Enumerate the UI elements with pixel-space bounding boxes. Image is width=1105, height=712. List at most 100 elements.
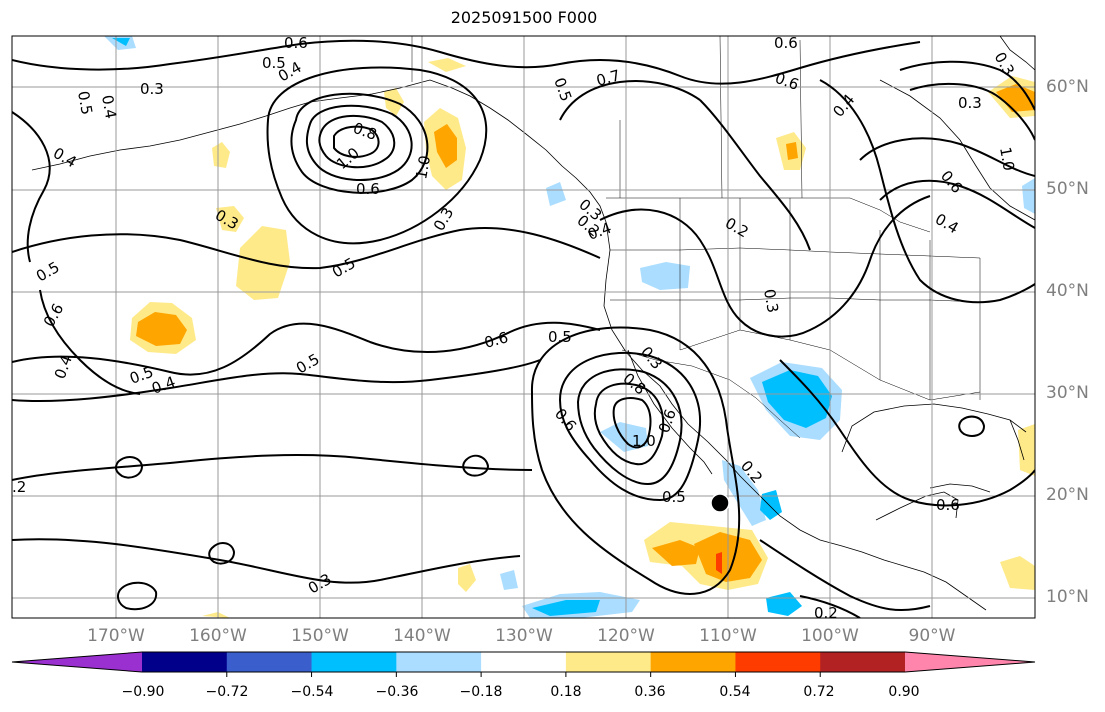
lon-label-90w: 90°W <box>908 626 956 646</box>
colorbar-tick-label: −0.18 <box>459 684 503 700</box>
contour-ring-w4 <box>333 125 380 158</box>
lat-label-30n: 30°N <box>1046 383 1089 403</box>
shade-strong-northeast <box>996 84 1035 112</box>
coast-gulf <box>841 403 1027 453</box>
contour-loop-2 <box>208 542 235 565</box>
contour-label: 0.6 <box>936 496 960 514</box>
contour-east-6 <box>859 137 1035 177</box>
shade-strong-east <box>786 142 798 160</box>
shade-negative-alaska <box>546 182 566 206</box>
contour-ring-e2 <box>577 368 683 485</box>
contour-label: 0.5 <box>74 90 96 117</box>
colorbar-extend-max <box>905 652 1035 672</box>
contour-ring-e1 <box>559 352 701 501</box>
colorbar-tick-label: −0.36 <box>375 684 419 700</box>
contour-label: .2 <box>12 478 26 496</box>
contour-label: 1.0 <box>632 432 656 450</box>
shade-positive-gulf-mexico <box>1018 424 1035 476</box>
shade-positive-caribbean <box>1000 556 1035 590</box>
contour-label: 0.3 <box>140 80 164 98</box>
lon-label-170w: 170°W <box>87 626 145 646</box>
contour-east-4 <box>909 82 1035 141</box>
contour-zonal-3 <box>12 359 541 403</box>
contour-east-9 <box>799 595 861 618</box>
shade-positive-small-6 <box>202 612 230 618</box>
shade-negative-small <box>500 570 518 590</box>
colorbar-segment <box>735 652 821 672</box>
colorbar-tick-label: −0.90 <box>121 684 165 700</box>
contour-east-8 <box>759 539 931 612</box>
contour-east-2 <box>819 79 1035 304</box>
contour-label: 0.2 <box>814 604 838 622</box>
contour-zonal-5 <box>12 538 521 584</box>
coast-hudson <box>879 79 1035 221</box>
contour-zonal-8 <box>39 289 141 395</box>
contour-ring-w3 <box>318 114 396 169</box>
contour-east-3 <box>899 60 1035 111</box>
shade-negative-baja-2 <box>722 460 766 526</box>
coast-alaska <box>289 79 607 223</box>
colorbar-extend-min <box>12 652 142 672</box>
contour-loop-4 <box>462 454 489 477</box>
coast-cuba <box>929 483 991 493</box>
lat-label-60n: 60°N <box>1046 77 1089 97</box>
coast-aleutians <box>31 107 291 171</box>
border-state-7 <box>610 247 981 259</box>
border-us-mexico <box>621 349 801 439</box>
colorbar-tick-label: −0.54 <box>290 684 334 700</box>
contour-label: 0.6 <box>356 180 380 198</box>
contour-label: 0.5 <box>262 54 286 72</box>
coast-yucatan <box>875 491 959 521</box>
contour-east-1 <box>599 195 931 338</box>
shade-positive-small-2 <box>216 206 244 232</box>
lat-label-10n: 10°N <box>1046 587 1089 607</box>
contour-zonal-1 <box>12 227 601 270</box>
contour-lines <box>12 39 1035 618</box>
colorbar-segment <box>565 652 652 672</box>
lon-label-120w: 120°W <box>597 626 655 646</box>
political-boundaries <box>411 36 981 439</box>
colorbar-tick-label: 0.72 <box>803 684 835 700</box>
contour-ring-e3 <box>593 382 665 466</box>
precipitation-shading <box>104 36 1035 618</box>
colorbar-tick-label: 0.54 <box>719 684 751 700</box>
shade-strong-negative-south <box>532 600 600 616</box>
shade-strong-gulf-alaska <box>434 124 457 168</box>
contour-label: 0.4 <box>98 94 120 121</box>
colorbar-tick-label: 0.36 <box>634 684 666 700</box>
shade-negative-baja <box>600 422 648 452</box>
map-frame <box>11 35 1036 619</box>
contour-east-5 <box>879 179 1035 229</box>
contour-zonal-6 <box>12 39 921 85</box>
contour-outer-e <box>530 326 741 595</box>
colorbar-segment <box>311 652 397 672</box>
contour-label: 0.6 <box>482 328 510 352</box>
shade-negative-hudson <box>1022 178 1035 214</box>
contour-label: 0.3 <box>760 288 782 315</box>
shade-strong-negative-texas <box>762 370 832 428</box>
contour-label: 1.0 <box>996 146 1018 173</box>
colorbar-segment <box>650 652 736 672</box>
lon-label-140w: 140°W <box>393 626 451 646</box>
contour-ring-w2 <box>305 104 413 181</box>
lat-label-50n: 50°N <box>1046 179 1089 199</box>
border-canada-prov-1 <box>719 36 723 199</box>
contour-east-11 <box>559 79 701 121</box>
contour-label: 1.0 <box>412 154 434 181</box>
lat-label-20n: 20°N <box>1046 485 1089 505</box>
contour-ring-e4 <box>612 397 652 449</box>
colorbar-segment <box>226 652 313 672</box>
shade-red-mexico <box>716 552 722 574</box>
colorbar-segment <box>481 652 567 672</box>
contour-zonal-7 <box>12 111 51 263</box>
shade-strong-mexico <box>652 540 700 566</box>
contour-zonal-4 <box>12 454 533 481</box>
contour-label: 0.6 <box>774 34 798 52</box>
shade-positive-small-5 <box>458 564 476 592</box>
coast-florida <box>1009 419 1025 461</box>
shade-strong-west-pacific <box>136 312 187 346</box>
coastlines <box>31 36 1035 611</box>
storm-center-marker <box>710 493 730 513</box>
coast-central-am <box>923 571 987 611</box>
